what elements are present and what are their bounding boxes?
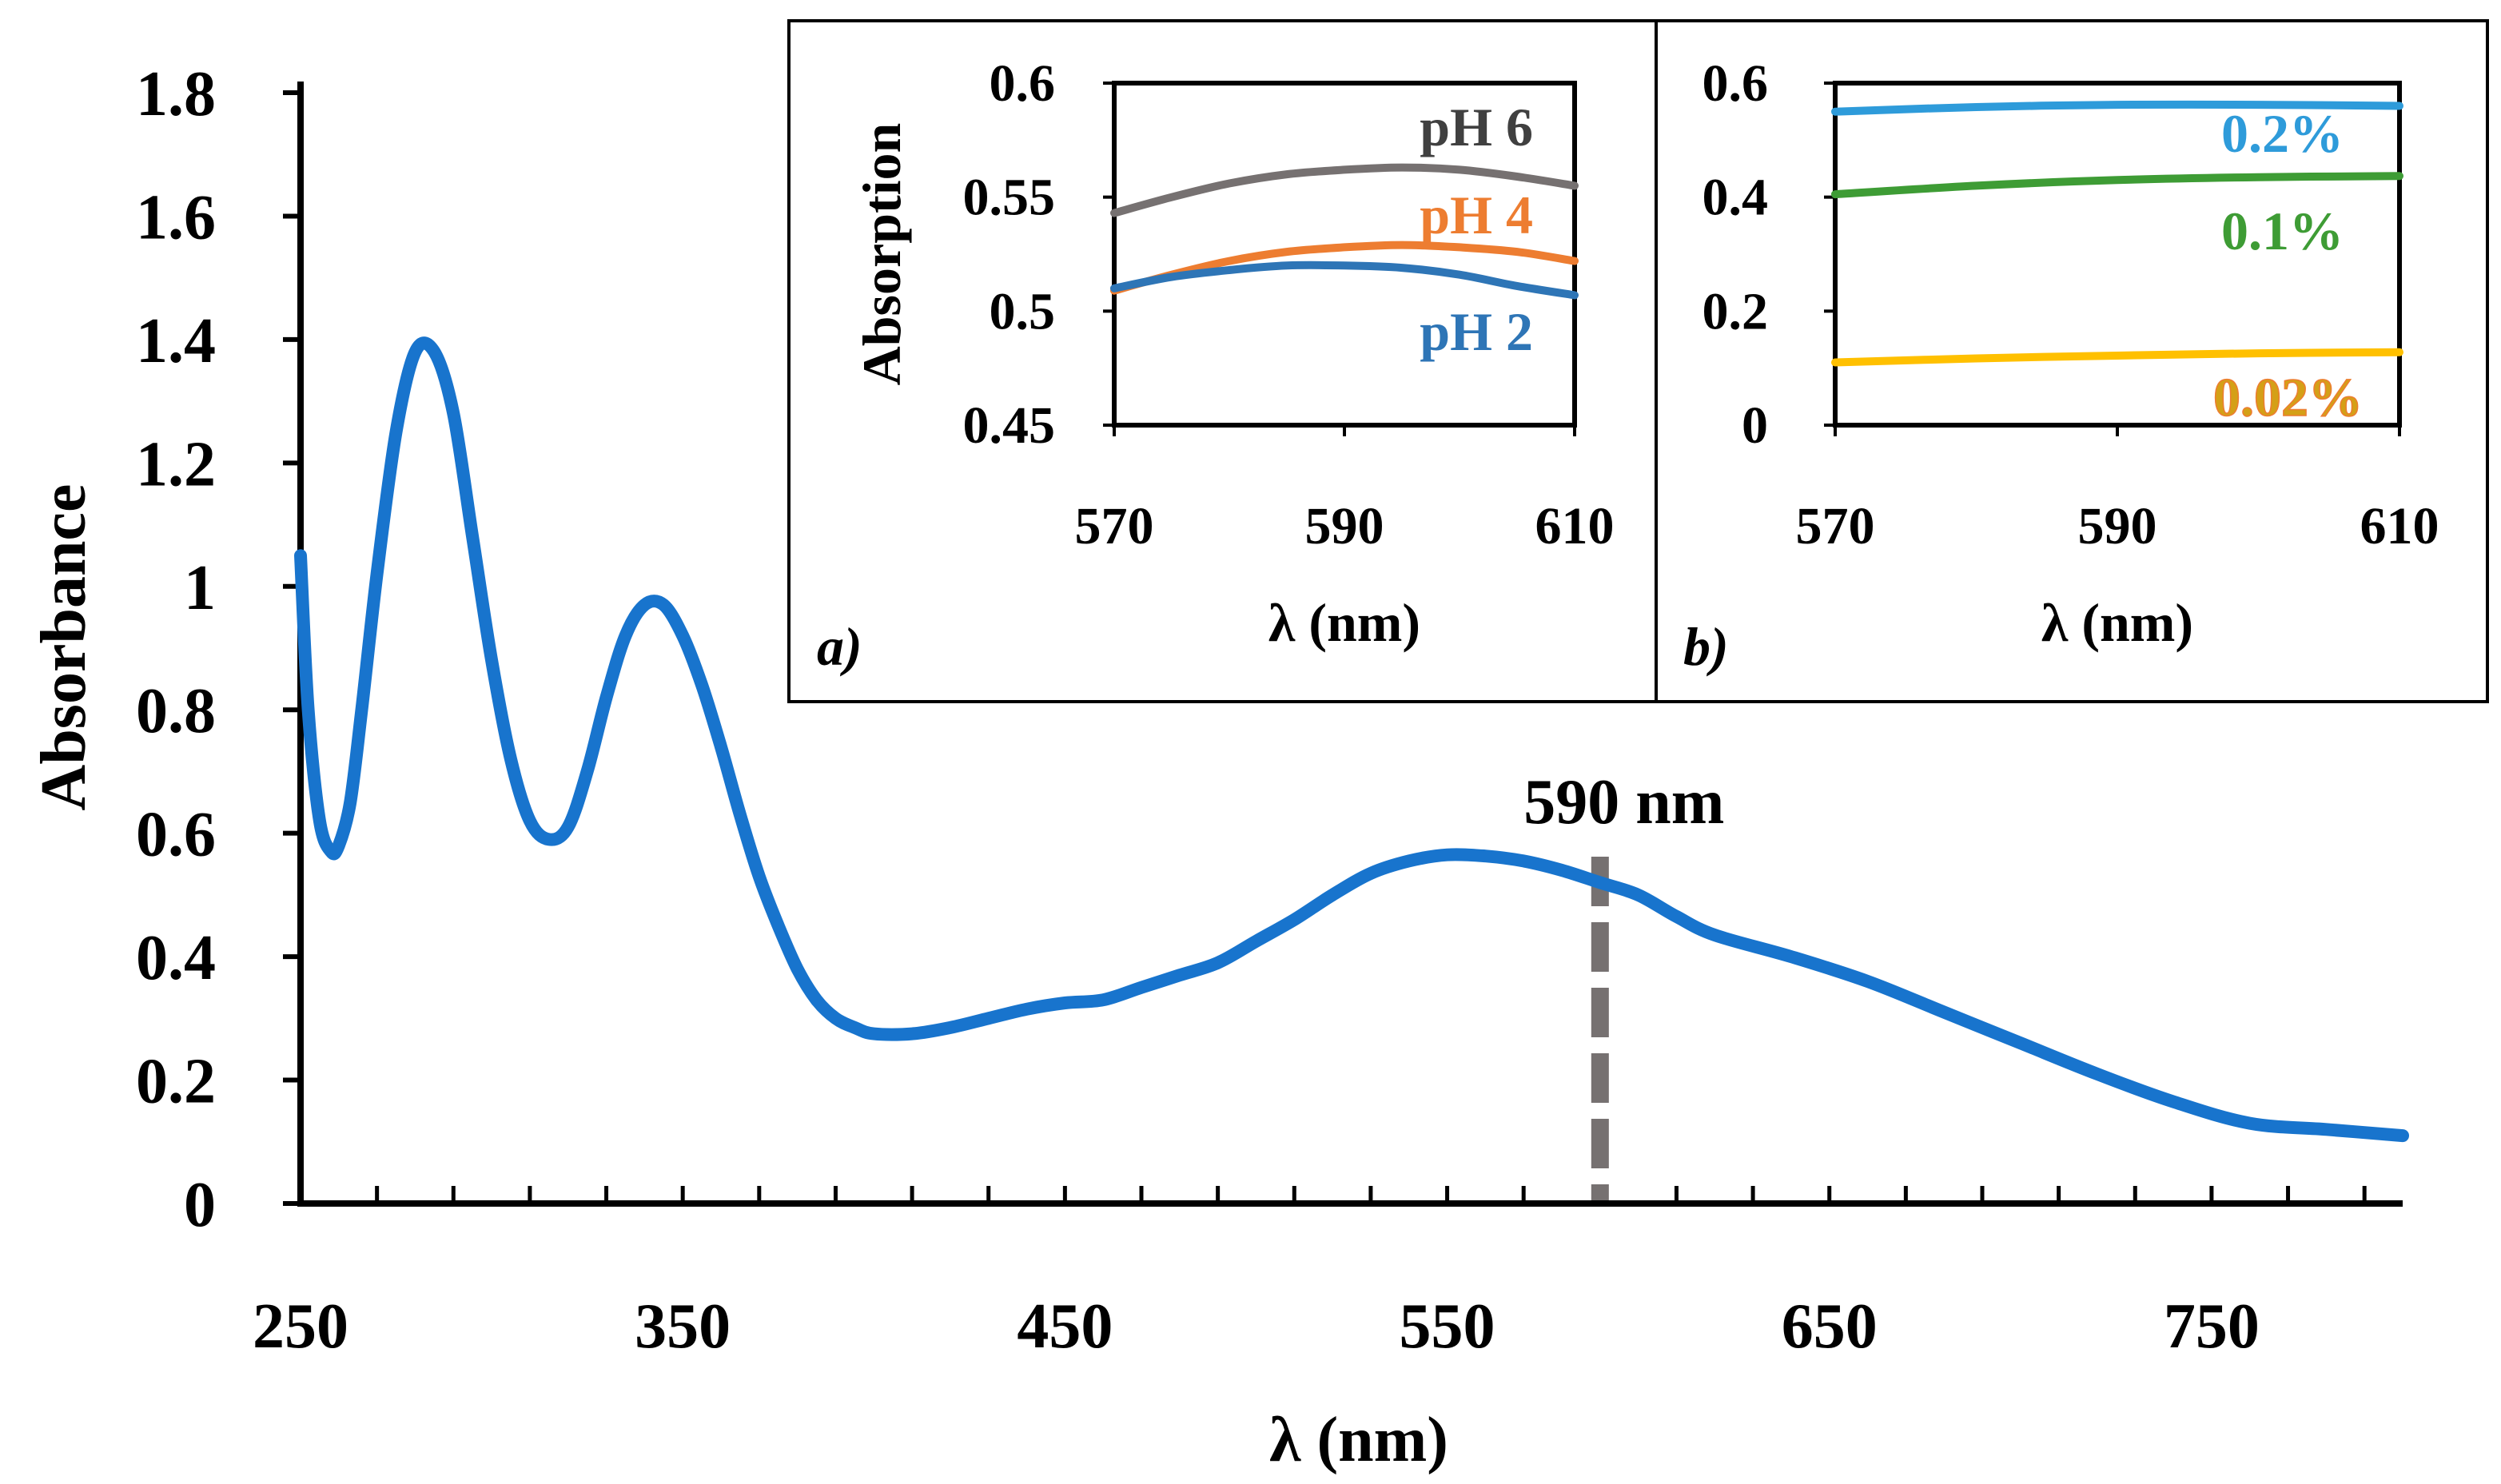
inset-x-tick-label: 610 [1535, 497, 1615, 555]
main-x-ticks: 250 350 450 550 650 750 [253, 1186, 2367, 1362]
inset-b-legend: 0.2% 0.1% 0.02% [2212, 103, 2364, 428]
main-x-tick-label: 350 [635, 1291, 731, 1362]
main-y-tick-label: 0.6 [136, 800, 216, 870]
inset-legend-label: 0.02% [2213, 367, 2363, 428]
inset-b-chart: 0 0.2 0.4 0.6 570 590 610 0.2% 0.1% 0.02% λ (nm)… [1683, 54, 2439, 677]
main-x-tick-label: 550 [1400, 1291, 1495, 1362]
inset-a-panel-label: a) [817, 616, 862, 677]
inset-y-tick-label: 0.5 [990, 282, 1056, 340]
inset-a-x-axis-title: λ (nm) [1268, 592, 1420, 653]
inset-a-plot-border [1112, 81, 1577, 428]
inset-x-tick-label: 610 [2360, 497, 2439, 555]
inset-series-line [1110, 241, 1579, 295]
inset-legend-label: pH 2 [1420, 301, 1533, 362]
inset-series-line [1110, 163, 1579, 217]
inset-series-line [1831, 172, 2403, 199]
main-y-tick-label: 0.2 [136, 1047, 216, 1117]
main-y-tick-label: 1.6 [136, 182, 216, 253]
inset-b-ticks: 0 0.2 0.4 0.6 570 590 610 [1703, 54, 2439, 555]
inset-series-line [1831, 348, 2403, 367]
inset-a-chart: 0.45 0.5 0.55 0.6 570 590 610 pH 6 pH 4 pH 2 λ (… [817, 54, 1615, 677]
inset-legend-label: 0.1% [2221, 201, 2344, 261]
inset-x-tick-label: 590 [2078, 497, 2157, 555]
inset-frame [787, 19, 2489, 703]
inset-b-x-axis-title: λ (nm) [2041, 592, 2193, 653]
main-y-tick-label: 0 [184, 1170, 216, 1240]
absorbance-curve [294, 336, 2409, 1143]
inset-series-line [1110, 261, 1579, 300]
main-y-tick-label: 1 [184, 553, 216, 623]
inset-x-tick-label: 570 [1075, 497, 1154, 555]
main-x-tick-label: 750 [2164, 1291, 2260, 1362]
main-y-tick-label: 0.4 [136, 923, 216, 993]
main-chart: 0 0.2 0.4 0.6 0.8 1 1.2 1.4 1.6 1.8 250 350 450 550 6… [29, 59, 2409, 1475]
inset-y-tick-label: 0.45 [963, 396, 1056, 455]
main-y-axis-title: Absorbance [29, 484, 99, 811]
inset-y-tick-label: 0.2 [1703, 282, 1769, 340]
main-y-tick-label: 0.8 [136, 676, 216, 746]
inset-y-tick-label: 0.4 [1703, 169, 1769, 227]
main-y-tick-label: 1.2 [136, 429, 216, 499]
main-x-tick-label: 450 [1017, 1291, 1113, 1362]
main-x-tick-label: 250 [253, 1291, 348, 1362]
inset-x-tick-label: 590 [1305, 497, 1384, 555]
inset-x-tick-label: 570 [1796, 497, 1875, 555]
main-x-axis-title: λ (nm) [1269, 1405, 1448, 1475]
inset-y-tick-label: 0.55 [963, 169, 1056, 227]
inset-series-line [1831, 100, 2403, 116]
inset-legend-label: 0.2% [2221, 103, 2344, 164]
inset-legend-label: pH 6 [1420, 97, 1533, 157]
inset-b-series [1831, 100, 2403, 367]
main-y-tick-label: 1.4 [136, 306, 216, 376]
inset-a-series [1110, 163, 1579, 300]
main-y-tick-label: 1.8 [136, 59, 216, 129]
main-y-ticks: 0 0.2 0.4 0.6 0.8 1 1.2 1.4 1.6 1.8 [136, 59, 301, 1240]
inset-y-tick-label: 0 [1742, 396, 1768, 455]
inset-legend-label: pH 4 [1420, 185, 1533, 245]
inset-b-plot-border [1833, 81, 2402, 428]
main-x-tick-label: 650 [1782, 1291, 1878, 1362]
inset-b-panel-label: b) [1683, 616, 1729, 677]
inset-y-tick-label: 0.6 [1703, 54, 1769, 113]
inset-y-tick-label: 0.6 [990, 54, 1056, 113]
peak-annotation: 590 nm [1523, 767, 1724, 837]
inset-a-legend: pH 6 pH 4 pH 2 [1420, 97, 1533, 362]
inset-a-y-axis-title: Absorption [851, 123, 912, 386]
